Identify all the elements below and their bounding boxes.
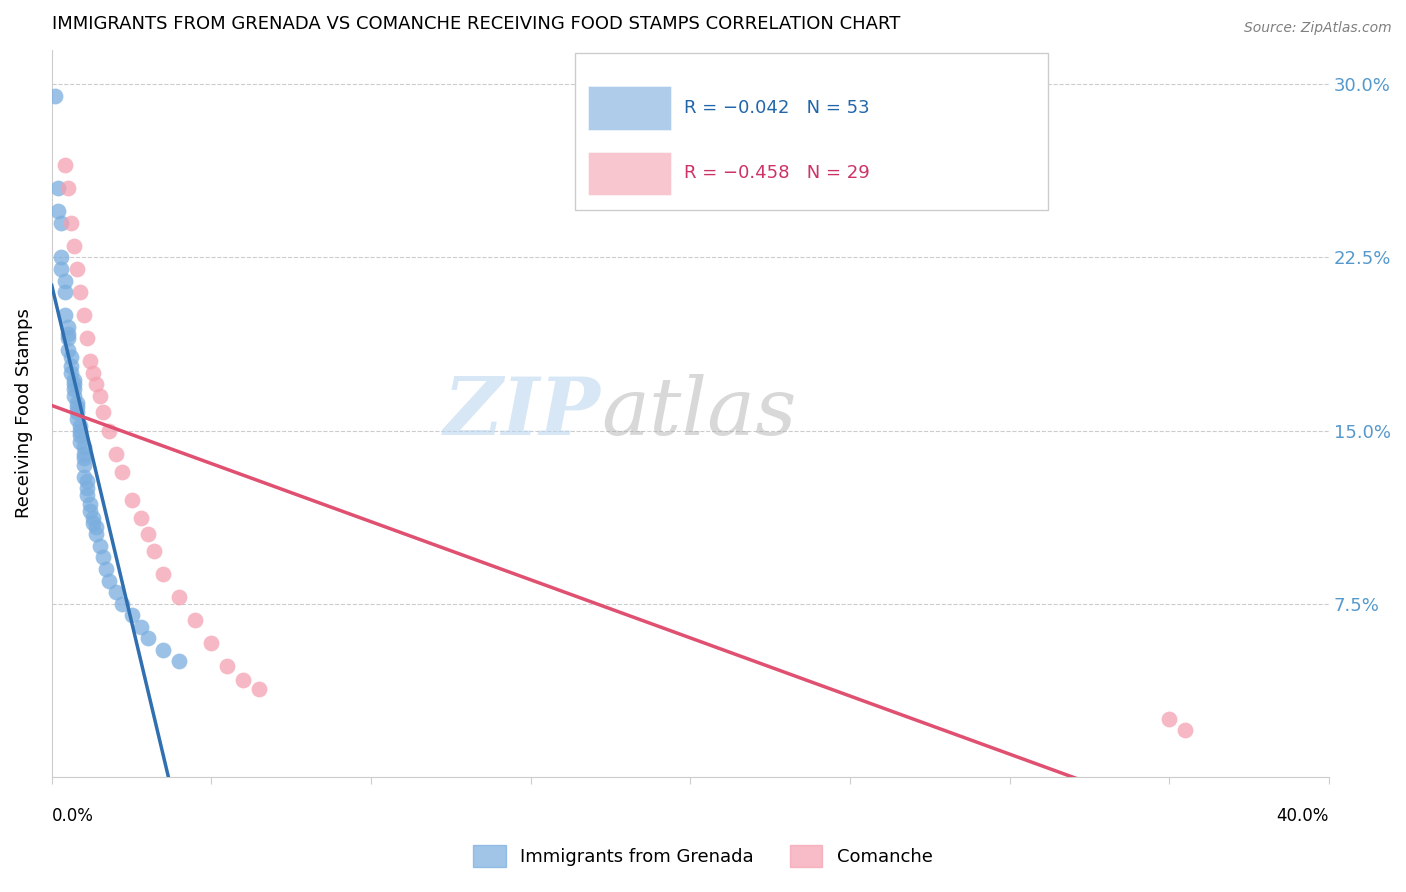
Point [79,497,101,511]
Point [247,681,270,696]
Text: IMMIGRANTS FROM GRENADA VS COMANCHE RECEIVING FOOD STAMPS CORRELATION CHART: IMMIGRANTS FROM GRENADA VS COMANCHE RECE… [52,15,900,33]
Point [98,574,121,588]
Point [53,158,76,172]
Point [53,285,76,299]
Text: atlas: atlas [600,375,796,452]
FancyBboxPatch shape [588,152,671,195]
Point [111,465,134,479]
Point [136,631,159,645]
Point [104,585,127,599]
Point [73,447,96,461]
Point [51,251,73,265]
Point [56,181,79,195]
Point [121,608,143,623]
Point [76,331,98,345]
Point [59,359,82,373]
Y-axis label: Receiving Food Stamps: Receiving Food Stamps [15,309,32,518]
Point [152,566,174,581]
Point [1174,723,1197,738]
Point [1159,712,1181,726]
Point [44,89,66,103]
Point [66,262,89,277]
Point [56,331,79,345]
FancyBboxPatch shape [588,87,671,129]
Point [129,620,152,634]
Text: R = −0.042   N = 53: R = −0.042 N = 53 [683,99,869,117]
Point [169,654,191,668]
Point [66,401,89,415]
Point [89,389,111,403]
Point [73,451,96,466]
Point [152,642,174,657]
Point [53,274,76,288]
Point [53,308,76,322]
Point [184,613,207,627]
Point [69,418,91,433]
Point [121,492,143,507]
Text: 0.0%: 0.0% [52,807,94,825]
Point [98,424,121,438]
Text: ZIP: ZIP [444,375,600,452]
Point [63,377,86,392]
Point [94,562,117,576]
Point [86,520,108,534]
Text: 40.0%: 40.0% [1277,807,1329,825]
Point [86,377,108,392]
Point [63,239,86,253]
Point [91,405,114,419]
Point [56,343,79,357]
Point [69,285,91,299]
Point [59,366,82,380]
Point [66,412,89,426]
Point [73,458,96,472]
Point [66,396,89,410]
Text: R = −0.458   N = 29: R = −0.458 N = 29 [683,164,870,182]
Point [66,405,89,419]
Point [169,590,191,604]
Point [69,428,91,442]
Point [73,440,96,454]
Point [59,350,82,364]
Point [63,389,86,403]
Point [232,673,254,687]
Point [51,216,73,230]
Point [76,488,98,502]
FancyBboxPatch shape [575,54,1047,210]
Point [56,319,79,334]
Point [79,504,101,518]
Point [59,216,82,230]
Point [56,326,79,341]
Point [69,435,91,450]
Point [46,181,69,195]
Point [46,204,69,219]
Point [136,527,159,541]
Text: Source: ZipAtlas.com: Source: ZipAtlas.com [1244,21,1392,35]
Point [76,475,98,489]
Point [104,447,127,461]
Point [91,550,114,565]
Point [73,308,96,322]
Point [73,469,96,483]
Point [63,382,86,396]
Point [111,597,134,611]
Point [76,481,98,495]
Point [89,539,111,553]
Point [129,511,152,525]
Point [79,354,101,368]
Point [82,516,104,530]
Point [200,636,222,650]
Point [51,262,73,277]
Point [63,373,86,387]
Point [217,659,239,673]
Point [86,527,108,541]
Point [82,511,104,525]
Point [142,543,165,558]
Legend: Immigrants from Grenada, Comanche: Immigrants from Grenada, Comanche [465,838,941,874]
Point [69,424,91,438]
Point [82,366,104,380]
